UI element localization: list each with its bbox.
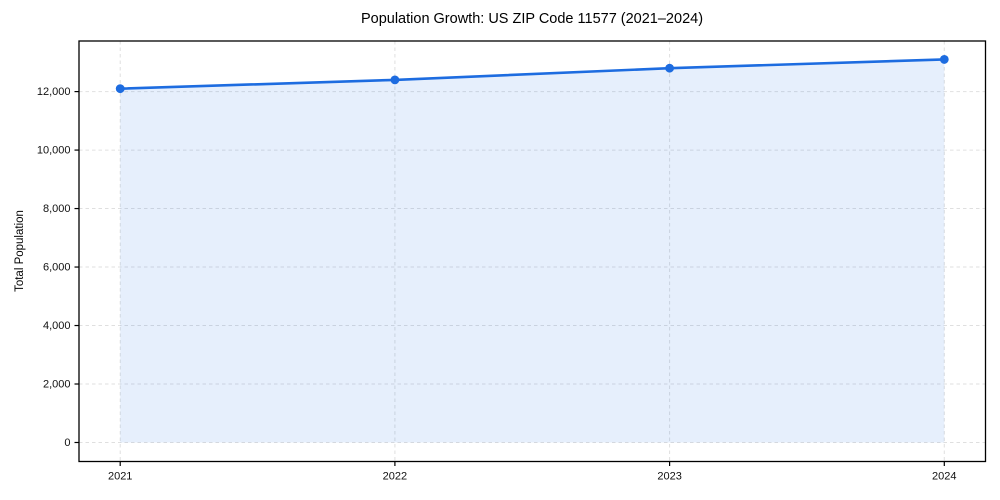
y-tick-label: 0 — [64, 437, 70, 449]
y-tick-label: 12,000 — [37, 86, 71, 98]
plot-border — [78, 40, 987, 463]
x-tick-label: 2022 — [383, 471, 407, 483]
x-tick-label: 2024 — [932, 471, 956, 483]
data-line — [118, 58, 946, 90]
data-point — [390, 75, 400, 85]
y-tick-label: 2,000 — [43, 379, 71, 391]
data-point — [665, 63, 674, 73]
y-tick-label: 8,000 — [43, 203, 71, 215]
chart-title: Population Growth: US ZIP Code 11577 (20… — [360, 11, 704, 27]
x-tick-label: 2021 — [108, 471, 132, 483]
data-point — [939, 55, 949, 64]
area-fill — [120, 59, 945, 443]
y-tick-label: 6,000 — [43, 262, 71, 274]
x-tick-label: 2023 — [657, 471, 681, 483]
y-tick-label: 10,000 — [37, 145, 71, 157]
y-tick-label: 4,000 — [43, 320, 71, 332]
data-point — [115, 84, 125, 94]
